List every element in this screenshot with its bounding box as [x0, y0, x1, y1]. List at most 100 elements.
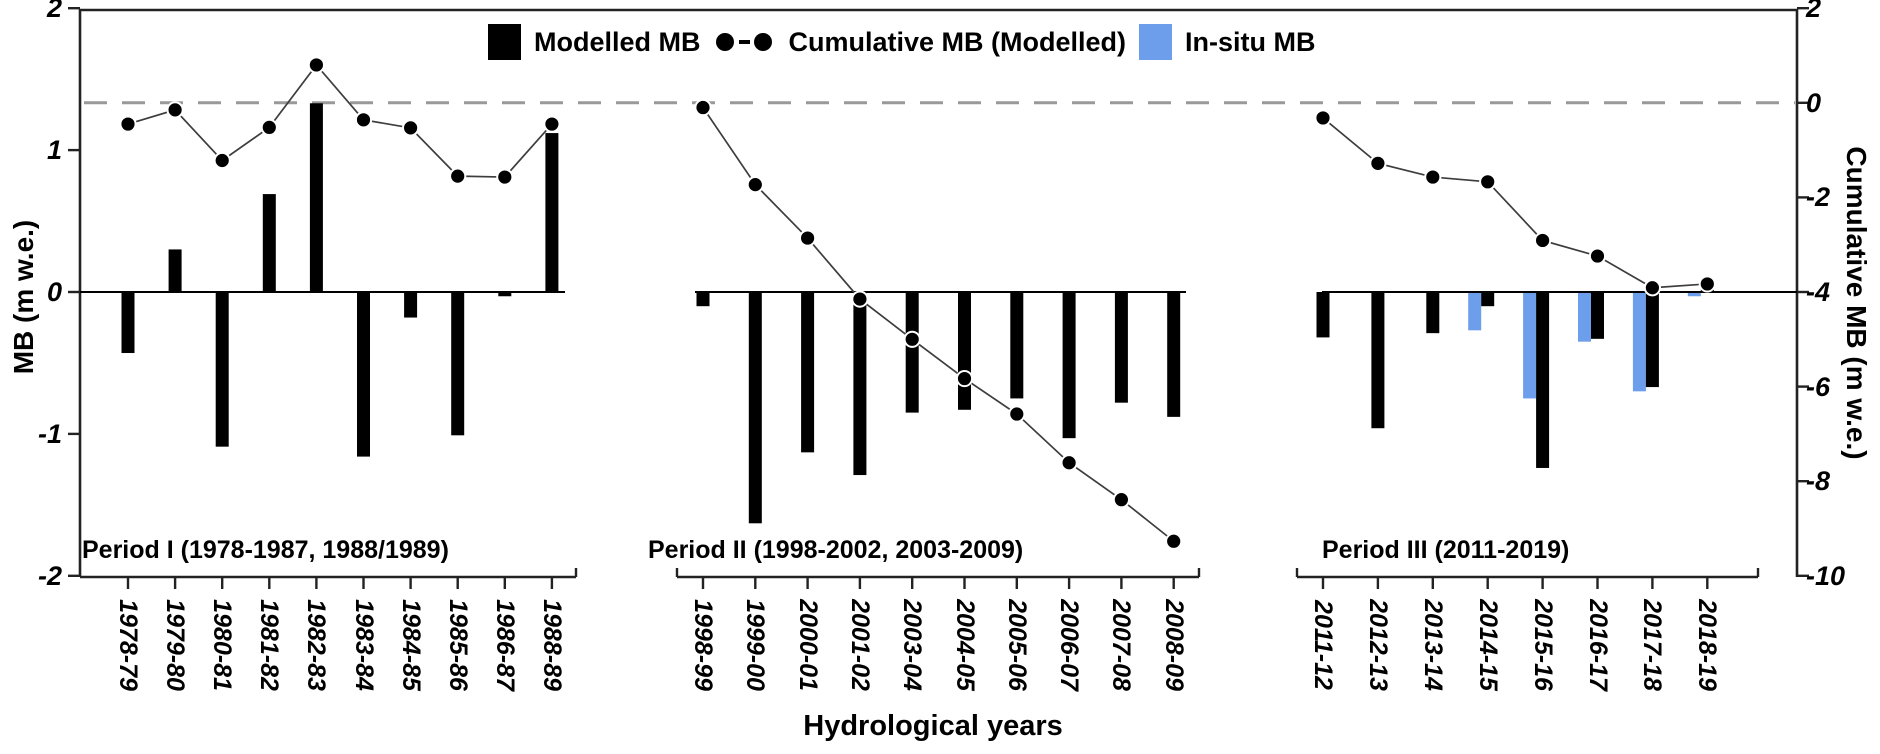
y-axis-title-left: MB (m w.e.) — [8, 219, 39, 375]
cumulative-point — [799, 229, 817, 247]
cumulative-point — [402, 119, 420, 137]
bar-modelled-mb — [1536, 292, 1550, 468]
bar-modelled-mb — [215, 292, 229, 447]
cumulative-point — [746, 176, 764, 194]
bar-modelled-mb — [1591, 292, 1604, 339]
cumulative-point — [1112, 491, 1131, 509]
cumulative-point — [1698, 275, 1716, 293]
bar-modelled-mb — [1481, 292, 1495, 307]
cumulative-line-icon — [714, 31, 776, 53]
insitu-mb-swatch — [1139, 24, 1173, 60]
bar-modelled-mb — [853, 292, 867, 476]
right-axis-tick-label: -10 — [1806, 560, 1846, 591]
cumulative-point — [449, 167, 467, 185]
panel-title-period-3: Period III (2011-2019) — [1322, 536, 1570, 564]
right-axis-tick-label: 2 — [1806, 0, 1822, 24]
bar-modelled-mb — [1114, 292, 1128, 403]
legend-label-cumulative: Cumulative MB (Modelled) — [788, 26, 1127, 57]
bar-modelled-mb — [801, 292, 815, 453]
cumulative-point — [1314, 109, 1332, 127]
cumulative-point — [260, 118, 278, 136]
cumulative-point — [496, 168, 514, 186]
x-axis-title: Hydrological years — [803, 710, 1063, 742]
right-axis-tick-label: -4 — [1806, 277, 1831, 307]
bar-modelled-mb — [498, 292, 512, 297]
x-tick-label-year: 2016-17 — [1583, 599, 1612, 691]
left-axis-tick-label: -2 — [37, 560, 62, 591]
cumulative-point — [543, 115, 561, 133]
left-axis-tick-label: 1 — [46, 135, 62, 166]
right-axis-tick-label: -8 — [1806, 466, 1831, 497]
left-axis-tick-label: 0 — [46, 277, 62, 307]
cumulative-point — [354, 111, 373, 129]
x-tick-label-year: 2017-18 — [1638, 599, 1667, 691]
cumulative-point — [851, 290, 869, 308]
left-axis-tick-label: 2 — [46, 0, 62, 24]
cumulative-point — [213, 151, 231, 170]
bar-modelled-mb — [404, 292, 418, 318]
cumulative-point — [1060, 454, 1078, 472]
bar-modelled-mb — [545, 133, 559, 292]
bar-modelled-mb — [309, 103, 323, 292]
panel-title-period-1: Period I (1978-1987, 1988/1989) — [82, 536, 449, 564]
x-tick-label-year: 2015-16 — [1528, 599, 1557, 691]
x-tick-label-year: 1979-80 — [161, 599, 190, 691]
bar-modelled-mb — [1062, 292, 1076, 439]
bar-modelled-mb — [1371, 292, 1385, 429]
x-tick-label-year: 1984-85 — [396, 599, 425, 691]
right-axis-tick-label: -6 — [1806, 371, 1831, 402]
cumulative-point — [1643, 279, 1662, 297]
cumulative-point — [166, 101, 184, 119]
x-tick-label-year: 1980-81 — [208, 599, 237, 691]
cumulative-point — [307, 56, 325, 74]
panel-title-period-2: Period II (1998-2002, 2003-2009) — [648, 536, 1024, 564]
plot-frame — [78, 8, 1799, 577]
bar-insitu-mb — [1578, 292, 1591, 342]
bar-modelled-mb — [1645, 292, 1659, 388]
x-tick-label-year: 1981-82 — [255, 599, 284, 691]
x-tick-label-year: 1983-84 — [349, 599, 378, 691]
bar-modelled-mb — [357, 292, 370, 457]
cumulative-point — [694, 98, 712, 117]
cumulative-point — [1369, 154, 1387, 172]
x-tick-label-year: 1982-83 — [302, 599, 331, 691]
x-tick-label-year: 2012-13 — [1363, 599, 1392, 691]
right-axis-tick-label: 0 — [1806, 87, 1822, 118]
x-tick-label-year: 2013-14 — [1418, 599, 1447, 691]
bar-modelled-mb — [1316, 292, 1330, 338]
y-axis-title-right: Cumulative MB (m w.e.) — [1841, 146, 1872, 460]
x-tick-label-year: 2011-12 — [1309, 600, 1337, 690]
left-axis-tick-label: -1 — [37, 418, 62, 449]
bar-insitu-mb — [1632, 292, 1646, 392]
bar-modelled-mb — [748, 292, 762, 524]
cumulative-point — [1165, 532, 1183, 550]
cumulative-point — [119, 115, 137, 133]
x-tick-label-year: 1988-89 — [537, 599, 566, 691]
cumulative-point — [1424, 168, 1442, 186]
legend-label-modelled: Modelled MB — [534, 26, 701, 57]
bar-modelled-mb — [1167, 292, 1181, 417]
bar-insitu-mb — [1687, 292, 1701, 297]
legend: Modelled MB Cumulative MB (Modelled) In-… — [488, 24, 1316, 60]
x-tick-label-year: 1978-79 — [114, 599, 142, 691]
bar-modelled-mb — [1010, 292, 1024, 399]
cumulative-line — [1322, 117, 1708, 289]
bar-insitu-mb — [1523, 292, 1537, 399]
cumulative-point — [1588, 247, 1607, 265]
bar-insitu-mb — [1468, 292, 1482, 331]
cumulative-point — [1534, 231, 1552, 250]
cumulative-point — [955, 369, 974, 388]
cumulative-point — [1479, 173, 1497, 191]
x-tick-label-year: 1986-87 — [490, 599, 519, 691]
cumulative-line — [127, 63, 553, 178]
cumulative-line — [702, 107, 1175, 542]
cumulative-point — [1008, 405, 1026, 423]
bar-modelled-mb — [262, 194, 276, 292]
x-tick-label-year: 2018-19 — [1693, 599, 1722, 691]
bar-modelled-mb — [168, 249, 182, 292]
right-axis-tick-label: -2 — [1806, 182, 1831, 213]
x-tick-label-year: 2014-15 — [1473, 599, 1502, 691]
bar-modelled-mb — [905, 292, 919, 413]
